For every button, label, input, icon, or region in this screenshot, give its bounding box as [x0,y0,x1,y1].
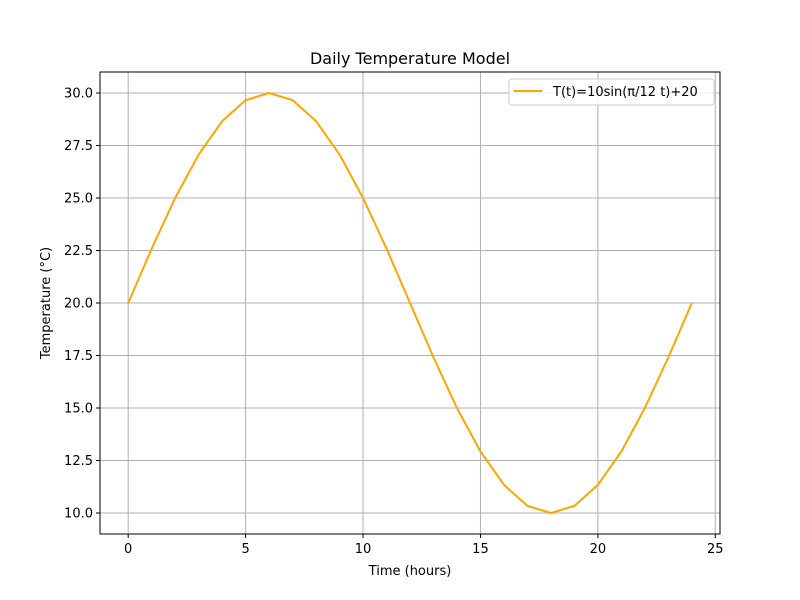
y-axis-label: Temperature (°C) [39,247,54,360]
legend-box [508,78,715,106]
y-tick-label: 17.5 [64,349,93,364]
y-tick-label: 12.5 [64,454,93,469]
y-tick-label: 27.5 [64,139,93,154]
y-tick-label: 15.0 [64,402,93,417]
x-tick-label: 10 [355,542,372,557]
y-tick-label: 30.0 [64,87,93,102]
series-line [127,92,693,514]
y-tick-label: 25.0 [64,192,93,207]
legend-label: T(t)=10sin(π/12 t)+20 [552,85,698,100]
x-tick-label: 0 [124,542,132,557]
y-axis-ticks: 10.0 12.5 15.0 17.5 20.0 22.5 25.0 27.5 30.0 [64,87,100,522]
x-tick-label: 5 [241,542,249,557]
x-axis-ticks: 0 5 10 15 20 25 [124,534,724,557]
y-tick-label: 10.0 [64,507,93,522]
chart-title: Daily Temperature Model [310,49,510,68]
y-tick-label: 20.0 [64,297,93,312]
x-tick-label: 15 [472,542,489,557]
x-tick-label: 25 [707,542,724,557]
y-tick-label: 22.5 [64,244,93,259]
legend: T(t)=10sin(π/12 t)+20 [508,78,715,106]
series-layer [127,92,693,514]
x-tick-label: 20 [590,542,607,557]
x-axis-label: Time (hours) [368,564,452,579]
